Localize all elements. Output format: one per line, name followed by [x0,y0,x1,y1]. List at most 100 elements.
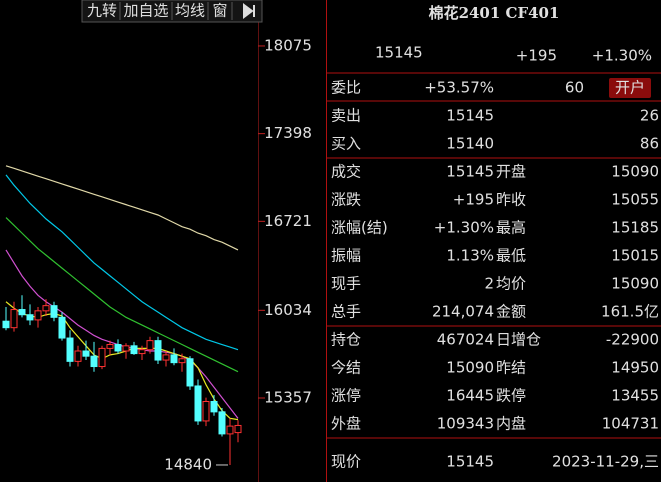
footer-time: 2023-11-29,三 [552,453,659,471]
row-label: 振幅 [331,247,361,265]
candle-body [186,358,194,387]
row-value: -22900 [606,331,659,349]
row-value: 15055 [611,191,659,209]
row-label: 持仓 [331,331,361,349]
candle-body [98,347,106,368]
collapse-icon[interactable] [243,3,255,19]
ratio-value: +53.57% [424,79,494,97]
y-tick-label: 18075 [264,36,312,54]
row-value: 13455 [611,387,659,405]
candle-body [58,316,66,339]
row-label: 内盘 [496,415,526,433]
toolbar-button[interactable]: 九转 [87,2,117,20]
row-label: 涨停 [331,387,361,405]
candle-body [106,344,114,349]
row-label: 涨跌 [331,191,361,209]
candle-body [234,424,242,434]
row-value: 15185 [611,219,659,237]
candle-body [10,309,18,329]
instrument-title: 棉花2401 CF401 [429,4,560,22]
y-tick-label: 17398 [264,124,312,142]
candle-body [34,310,42,321]
toolbar-button[interactable]: 窗 [212,2,227,20]
low-label: 14840 [164,455,212,473]
last-price: 15145 [375,44,423,62]
book-volume: 26 [640,107,659,125]
candle-body [170,354,178,364]
row-label: 开盘 [496,163,526,181]
row-label: 日增仓 [496,331,541,349]
row-label: 最高 [496,219,526,237]
candle-body [162,354,170,361]
row-value: +1.30% [434,219,494,237]
row-label: 金额 [496,303,526,321]
candle-body [226,425,234,435]
row-value: +195 [453,191,494,209]
candle-body [210,401,218,413]
row-value: 1.13% [446,247,494,265]
row-label: 昨收 [496,191,526,209]
candle-body [2,320,10,329]
row-label: 昨结 [496,359,526,377]
row-label: 成交 [331,163,361,181]
row-value: 14950 [611,359,659,377]
candle-body [194,385,202,422]
row-value: 15090 [446,359,494,377]
row-value: 214,074 [432,303,494,321]
row-label: 现价 [331,453,361,471]
candle-body [130,345,138,355]
row-value: 15090 [611,163,659,181]
open-account-button[interactable] [609,78,651,98]
candle-body [18,309,26,316]
row-value: 109343 [437,415,494,433]
row-value: 104731 [602,415,659,433]
row-label: 买入 [331,135,361,153]
candle-body [202,401,210,422]
candle-body [82,350,90,357]
row-label: 跌停 [496,387,526,405]
row-value: 467024 [437,331,494,349]
row-label: 卖出 [331,107,361,125]
toolbar-button[interactable]: 均线 [175,2,205,20]
row-value: 16445 [446,387,494,405]
candle-body [122,345,130,352]
open-account-label[interactable]: 开户 [615,79,645,97]
toolbar-button[interactable]: 加自选 [123,2,168,20]
candle-body [74,350,82,362]
candle-body [42,305,50,312]
row-label: 总手 [331,303,361,321]
y-tick-label: 16721 [264,212,312,230]
candle-body [146,340,154,351]
moving-average [5,165,239,251]
row-label: 涨幅(结) [331,219,388,237]
candle-body [114,344,122,352]
change: +195 [516,47,557,65]
ratio-diff: 60 [565,79,584,97]
row-label: 委比 [331,79,361,97]
row-value: 15015 [611,247,659,265]
candle-body [90,355,98,368]
row-value: 15090 [611,275,659,293]
moving-average [5,249,239,419]
moving-average [5,174,239,351]
candle-body [50,305,58,318]
moving-average [5,217,239,373]
row-label: 今结 [331,359,361,377]
candle-body [138,349,146,355]
moving-average [5,301,239,421]
candle-body [218,411,226,435]
row-value: 2 [484,275,494,293]
row-label: 现手 [331,275,361,293]
row-label: 均价 [496,275,526,293]
y-tick-label: 15357 [264,389,312,407]
row-label: 外盘 [331,415,361,433]
row-value: 15145 [446,163,494,181]
book-price: 15140 [446,135,494,153]
row-label: 最低 [496,247,526,265]
candle-body [26,314,34,321]
book-volume: 86 [640,135,659,153]
footer-price: 15145 [446,453,494,471]
row-value: 161.5亿 [601,303,659,321]
